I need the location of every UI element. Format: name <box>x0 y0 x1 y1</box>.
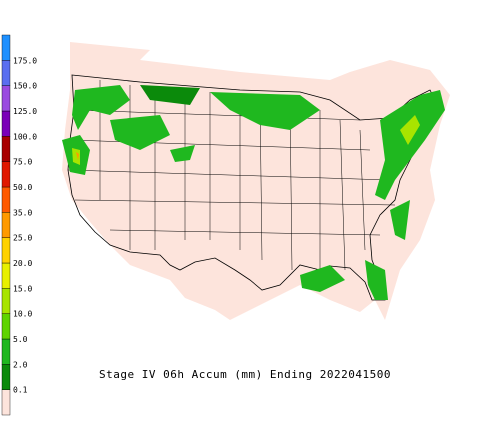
colorbar-swatch <box>1 186 11 213</box>
colorbar-label: 75.0 <box>13 158 32 167</box>
colorbar-label: 25.0 <box>13 234 32 243</box>
precip-area <box>72 85 130 130</box>
precip-area <box>390 200 410 240</box>
colorbar-label: 150.0 <box>13 82 37 91</box>
precip-area <box>76 152 79 160</box>
map-title: Stage IV 06h Accum (mm) Ending 202204150… <box>99 368 391 381</box>
colorbar-swatch <box>1 364 11 390</box>
precip-area <box>300 265 345 292</box>
country-outline <box>67 74 441 301</box>
colorbar-swatch <box>1 34 11 61</box>
colorbar-swatch <box>1 262 11 289</box>
colorbar-label: 20.0 <box>13 259 32 268</box>
colorbar-label: 125.0 <box>13 107 37 116</box>
precip-area <box>140 85 200 105</box>
colorbar-swatch <box>1 313 11 340</box>
colorbar-label: 2.0 <box>13 360 28 369</box>
colorbar-swatch <box>1 212 11 238</box>
analysis-area <box>62 42 450 320</box>
precip-area <box>72 148 80 165</box>
colorbar-swatch <box>1 136 11 162</box>
colorbar-label: 5.0 <box>13 335 28 344</box>
colorbar-label: 0.1 <box>13 386 28 395</box>
colorbar-swatch <box>1 85 11 112</box>
colorbar: 0.1 2.0 5.0 10.0 15.0 20.0 25.0 35.0 50.0 75.0 100… <box>1 34 37 416</box>
state-lines <box>67 80 396 271</box>
precip-area <box>365 260 388 300</box>
colorbar-swatch <box>1 161 11 188</box>
precip-area <box>210 92 320 130</box>
colorbar-label: 35.0 <box>13 208 32 217</box>
colorbar-label: 175.0 <box>13 56 37 65</box>
precip-area <box>170 145 195 162</box>
precip-areas <box>62 85 445 300</box>
colorbar-label: 15.0 <box>13 284 32 293</box>
colorbar-swatch <box>1 110 11 137</box>
colorbar-label: 100.0 <box>13 132 37 141</box>
colorbar-swatch <box>1 60 11 86</box>
precip-area <box>375 90 445 200</box>
precip-map <box>62 42 450 320</box>
colorbar-label: 50.0 <box>13 183 32 192</box>
colorbar-swatch <box>1 389 11 416</box>
colorbar-swatch <box>1 288 11 314</box>
colorbar-swatch <box>1 338 11 365</box>
colorbar-swatch <box>1 237 11 264</box>
precip-area <box>400 115 420 145</box>
precip-area <box>110 115 170 150</box>
colorbar-label: 10.0 <box>13 310 32 319</box>
